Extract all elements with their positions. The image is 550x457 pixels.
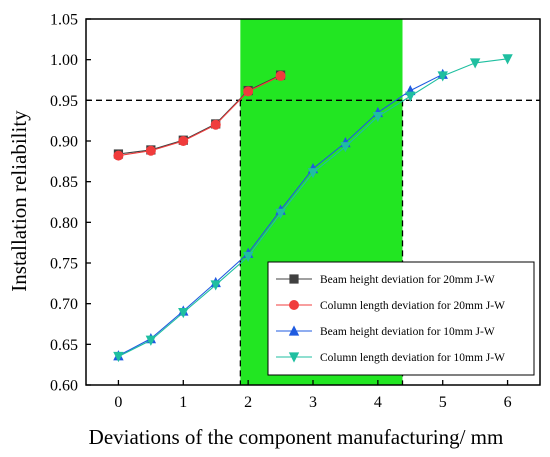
y-axis-title: Installation reliability	[7, 110, 31, 292]
series-1-line	[118, 74, 281, 155]
series-layer	[113, 54, 513, 363]
series-4-point	[242, 251, 254, 263]
legend-swatch-marker	[288, 325, 300, 336]
series-4-point	[340, 142, 351, 153]
legend-box	[267, 261, 535, 376]
legend-swatch-marker	[289, 274, 299, 284]
series-4-point	[502, 54, 513, 65]
series-2-point	[275, 70, 286, 81]
y-tick-label: 0.95	[50, 93, 78, 110]
legend-label: Beam height deviation for 10mm J-W	[320, 326, 495, 338]
y-tick-label: 1.00	[50, 52, 78, 69]
y-tick-label: 0.70	[50, 296, 78, 313]
x-tick-label: 0	[114, 394, 122, 411]
x-tick-label: 3	[309, 394, 317, 411]
y-tick-label: 1.05	[50, 12, 78, 29]
series-4-point	[307, 168, 319, 179]
series-4-point	[178, 308, 189, 319]
y-tick-label: 0.65	[50, 337, 78, 354]
series-4-point	[437, 71, 448, 82]
series-2-point	[145, 145, 156, 156]
legend-swatch-marker	[288, 352, 300, 363]
series-4-point	[145, 335, 157, 346]
x-axis-title: Deviations of the component manufacturin…	[89, 425, 504, 449]
ticks-layer: 0 1 2 3 4 5 6 0.60 0.65 0.70 0.75 0.80 0.85 0.90 0.95 1…	[50, 12, 512, 412]
legend-entry-3: Beam height deviation for 10mm J-W	[276, 325, 495, 338]
y-tick-label: 0.60	[50, 378, 78, 395]
legend-label: Column length deviation for 20mm J-W	[320, 300, 505, 312]
series-2-point	[178, 136, 189, 146]
x-tick-label: 6	[504, 394, 512, 411]
series-2-point	[113, 150, 124, 161]
series-2	[113, 70, 286, 161]
series-4-point	[405, 91, 416, 102]
legend-label: Column length deviation for 10mm J-W	[320, 352, 505, 364]
series-4-point	[275, 208, 286, 219]
y-tick-label: 0.75	[50, 256, 78, 273]
x-tick-label: 1	[179, 394, 187, 411]
x-tick-label: 5	[439, 394, 447, 411]
legend-entry-4: Column length deviation for 10mm J-W	[276, 352, 505, 364]
y-tick-label: 0.85	[50, 174, 78, 191]
legend: Beam height deviation for 20mm J-W Column…	[267, 261, 535, 376]
legend-entry-2: Column length deviation for 20mm J-W	[276, 300, 505, 312]
legend-entry-1: Beam height deviation for 20mm J-W	[276, 274, 495, 286]
series-4-point	[372, 112, 384, 123]
series-4-point	[210, 280, 221, 291]
series-2-point	[243, 86, 254, 97]
reference-lines-layer	[86, 99, 540, 385]
legend-swatch-marker	[289, 300, 299, 310]
legend-label: Beam height deviation for 20mm J-W	[320, 274, 495, 286]
series-4	[113, 54, 513, 363]
x-tick-label: 2	[244, 394, 252, 411]
series-4-point	[113, 351, 124, 363]
y-tick-label: 0.80	[50, 215, 78, 232]
y-tick-label: 0.90	[50, 134, 78, 151]
series-2-line	[118, 75, 281, 157]
x-tick-label: 4	[374, 394, 382, 411]
series-2-point	[210, 119, 221, 130]
series-4-point	[469, 58, 481, 69]
